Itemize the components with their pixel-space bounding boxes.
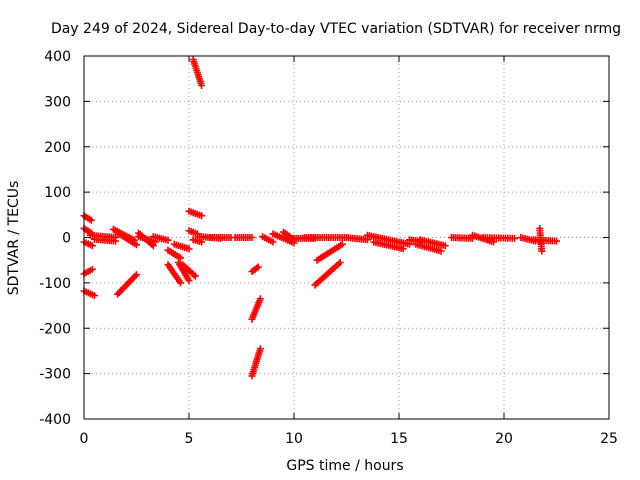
data-point <box>88 265 96 273</box>
data-point <box>553 237 560 245</box>
y-tick-label: -100 <box>39 276 71 292</box>
data-point <box>269 238 277 246</box>
x-tick-label: 15 <box>390 431 408 447</box>
data-point <box>112 237 119 245</box>
data-point <box>88 242 96 250</box>
data-point <box>437 247 445 255</box>
y-tick-label: -400 <box>39 412 71 428</box>
data-point <box>511 234 518 242</box>
data-point <box>338 240 346 248</box>
y-tick-label: -200 <box>39 321 71 337</box>
y-tick-label: 100 <box>44 185 71 201</box>
axis-ticks: 0 5 10 15 20 25 -400 -300 -200 -100 0 100 200 300 400 <box>39 49 618 447</box>
data-point <box>133 241 140 249</box>
chart-title: Day 249 of 2024, Sidereal Day-to-day VTE… <box>51 21 621 37</box>
data-point <box>538 247 546 255</box>
data-point <box>177 254 185 262</box>
x-axis-label: GPS time / hours <box>286 458 403 474</box>
data-point <box>336 259 344 266</box>
data-point <box>177 279 185 287</box>
data-point <box>256 345 264 353</box>
data-points <box>80 56 560 380</box>
x-tick-label: 20 <box>495 431 513 447</box>
data-point <box>399 245 407 253</box>
x-tick-label: 5 <box>185 431 194 447</box>
y-tick-label: 0 <box>62 231 71 247</box>
data-point <box>133 271 140 279</box>
data-point <box>254 263 262 271</box>
y-tick-label: 300 <box>44 94 71 110</box>
data-point <box>198 212 206 220</box>
data-point <box>191 272 199 280</box>
x-tick-label: 10 <box>285 431 303 447</box>
data-point <box>185 245 193 253</box>
x-tick-label: 0 <box>80 431 89 447</box>
data-point <box>164 236 172 244</box>
x-tick-label: 25 <box>600 431 618 447</box>
grid <box>84 56 609 419</box>
data-point <box>198 82 206 89</box>
data-point <box>248 234 256 241</box>
y-axis-label: SDTVAR / TECUs <box>6 181 22 296</box>
y-tick-label: -300 <box>39 367 71 383</box>
data-point <box>256 295 264 303</box>
y-tick-label: 200 <box>44 140 71 156</box>
y-tick-label: 400 <box>44 49 71 65</box>
data-point <box>441 242 449 250</box>
data-point <box>87 216 95 224</box>
data-point <box>185 277 193 285</box>
data-point <box>91 292 98 300</box>
